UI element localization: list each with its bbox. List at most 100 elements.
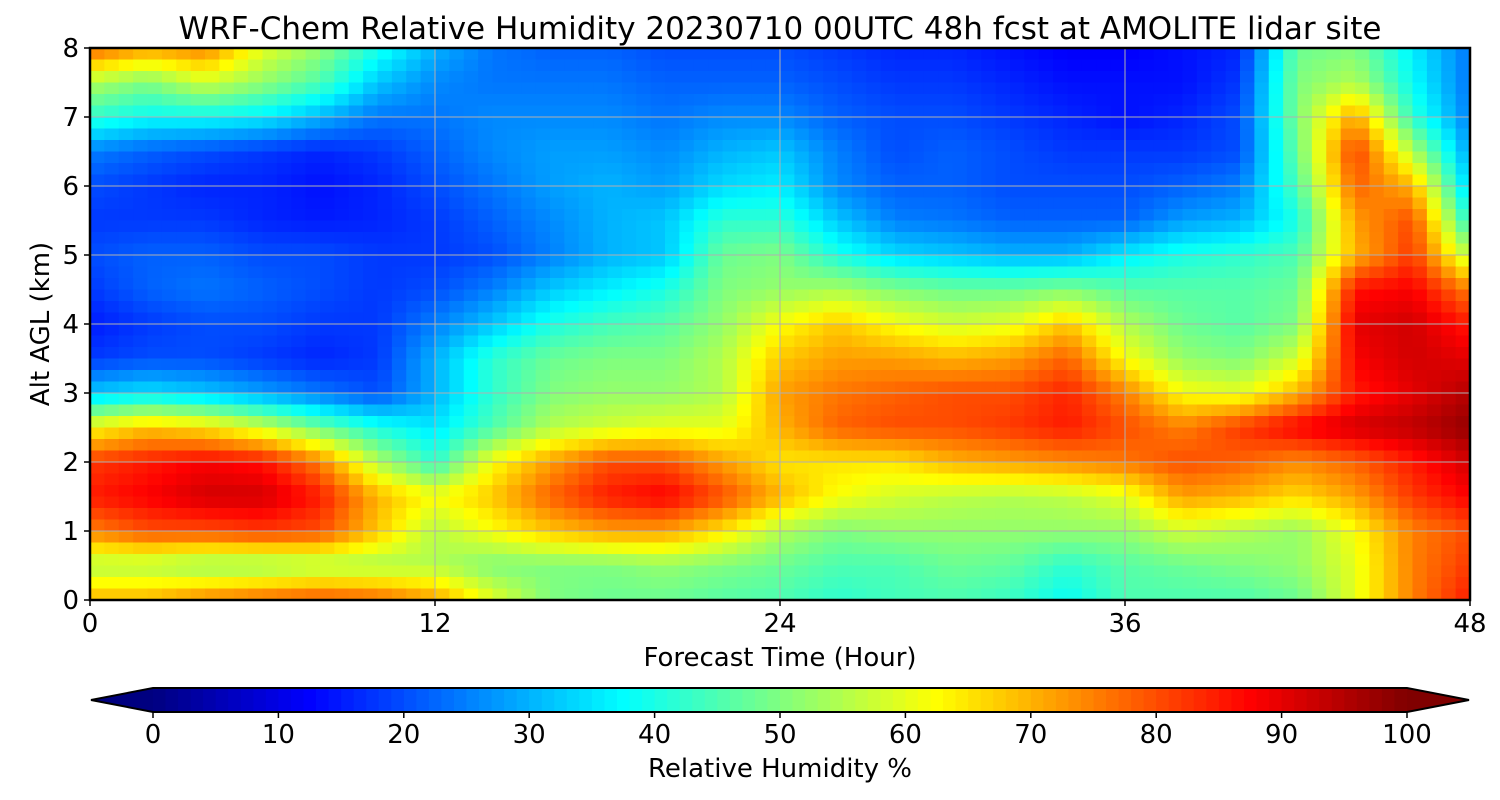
heatmap-cell <box>607 462 623 475</box>
heatmap-cell <box>363 243 379 256</box>
heatmap-cell <box>1024 94 1040 107</box>
heatmap-cell <box>1355 542 1370 555</box>
heatmap-cell <box>722 197 738 210</box>
heatmap-cell <box>190 335 206 348</box>
heatmap-cell <box>1096 462 1112 475</box>
heatmap-cell <box>449 220 465 233</box>
heatmap-cell <box>262 542 278 555</box>
heatmap-cell <box>478 588 494 601</box>
heatmap-cell <box>1024 381 1040 394</box>
heatmap-cell <box>521 220 537 233</box>
heatmap-cell <box>1311 370 1327 383</box>
heatmap-cell <box>1283 243 1299 256</box>
heatmap-cell <box>1096 370 1112 383</box>
heatmap-cell <box>363 508 379 521</box>
heatmap-cell <box>291 577 307 590</box>
heatmap-cell <box>90 393 105 406</box>
heatmap-cell <box>1067 266 1083 279</box>
colorbar-segment <box>1331 688 1345 712</box>
heatmap-cell <box>708 232 724 245</box>
heatmap-cell <box>1383 278 1399 291</box>
heatmap-cell <box>205 393 220 406</box>
heatmap-cell <box>521 404 537 417</box>
heatmap-cell <box>176 232 192 245</box>
heatmap-cell <box>823 174 839 187</box>
heatmap-cell <box>276 232 292 245</box>
heatmap-cell <box>262 140 278 153</box>
heatmap-cell <box>722 531 738 544</box>
heatmap-cell <box>1110 278 1126 291</box>
heatmap-cell <box>866 82 882 95</box>
colorbar-segment <box>541 688 555 712</box>
heatmap-cell <box>118 289 134 302</box>
heatmap-cell <box>1067 255 1083 268</box>
heatmap-cell <box>161 105 177 118</box>
heatmap-cell <box>233 232 249 245</box>
heatmap-cell <box>1355 94 1370 107</box>
heatmap-cell <box>1053 485 1069 498</box>
heatmap-cell <box>1268 335 1284 348</box>
heatmap-cell <box>1369 347 1385 360</box>
heatmap-cell <box>176 59 192 72</box>
heatmap-cell <box>621 266 637 279</box>
heatmap-cell <box>1426 255 1442 268</box>
heatmap-cell <box>1297 140 1313 153</box>
heatmap-cell <box>708 312 724 325</box>
heatmap-cell <box>161 577 177 590</box>
heatmap-cell <box>837 542 853 555</box>
heatmap-cell <box>363 94 379 107</box>
heatmap-cell <box>780 427 795 440</box>
heatmap-cell <box>1441 105 1457 118</box>
heatmap-cell <box>693 404 709 417</box>
heatmap-cell <box>1211 577 1227 590</box>
heatmap-cell <box>1398 531 1414 544</box>
heatmap-cell <box>1096 508 1112 521</box>
heatmap-cell <box>895 59 910 72</box>
heatmap-cell <box>952 496 968 509</box>
heatmap-cell <box>506 416 522 429</box>
heatmap-cell <box>449 255 465 268</box>
heatmap-cell <box>751 588 767 601</box>
heatmap-cell <box>363 301 379 314</box>
heatmap-cell <box>1096 220 1112 233</box>
heatmap-cell <box>837 439 853 452</box>
heatmap-cell <box>1355 48 1370 61</box>
heatmap-cell <box>765 174 781 187</box>
heatmap-cell <box>1024 508 1040 521</box>
heatmap-cell <box>176 473 192 486</box>
heatmap-cell <box>1096 209 1112 222</box>
heatmap-cell <box>564 128 580 141</box>
heatmap-cell <box>1153 301 1169 314</box>
heatmap-cell <box>823 220 839 233</box>
heatmap-cell <box>880 577 896 590</box>
heatmap-cell <box>693 370 709 383</box>
heatmap-cell <box>320 577 335 590</box>
heatmap-cell <box>981 565 997 578</box>
colorbar-segment <box>303 688 317 712</box>
heatmap-cell <box>578 243 594 256</box>
heatmap-cell <box>1326 105 1342 118</box>
heatmap-cell <box>995 473 1011 486</box>
heatmap-cell <box>564 163 580 176</box>
heatmap-cell <box>981 151 997 164</box>
heatmap-cell <box>636 128 652 141</box>
heatmap-cell <box>938 439 954 452</box>
heatmap-cell <box>478 301 494 314</box>
heatmap-cell <box>564 186 580 199</box>
heatmap-cell <box>147 105 163 118</box>
heatmap-cell <box>463 485 479 498</box>
heatmap-cell <box>550 48 565 61</box>
heatmap-cell <box>1196 496 1212 509</box>
heatmap-cell <box>981 462 997 475</box>
heatmap-cell <box>1340 427 1356 440</box>
heatmap-cell <box>1067 450 1083 463</box>
heatmap-cell <box>1168 554 1184 567</box>
heatmap-cell <box>1067 220 1083 233</box>
heatmap-cell <box>823 163 839 176</box>
heatmap-cell <box>1240 117 1255 130</box>
heatmap-cell <box>1096 94 1112 107</box>
heatmap-cell <box>492 71 508 84</box>
heatmap-cell <box>909 243 925 256</box>
heatmap-cell <box>521 243 537 256</box>
heatmap-cell <box>291 59 307 72</box>
